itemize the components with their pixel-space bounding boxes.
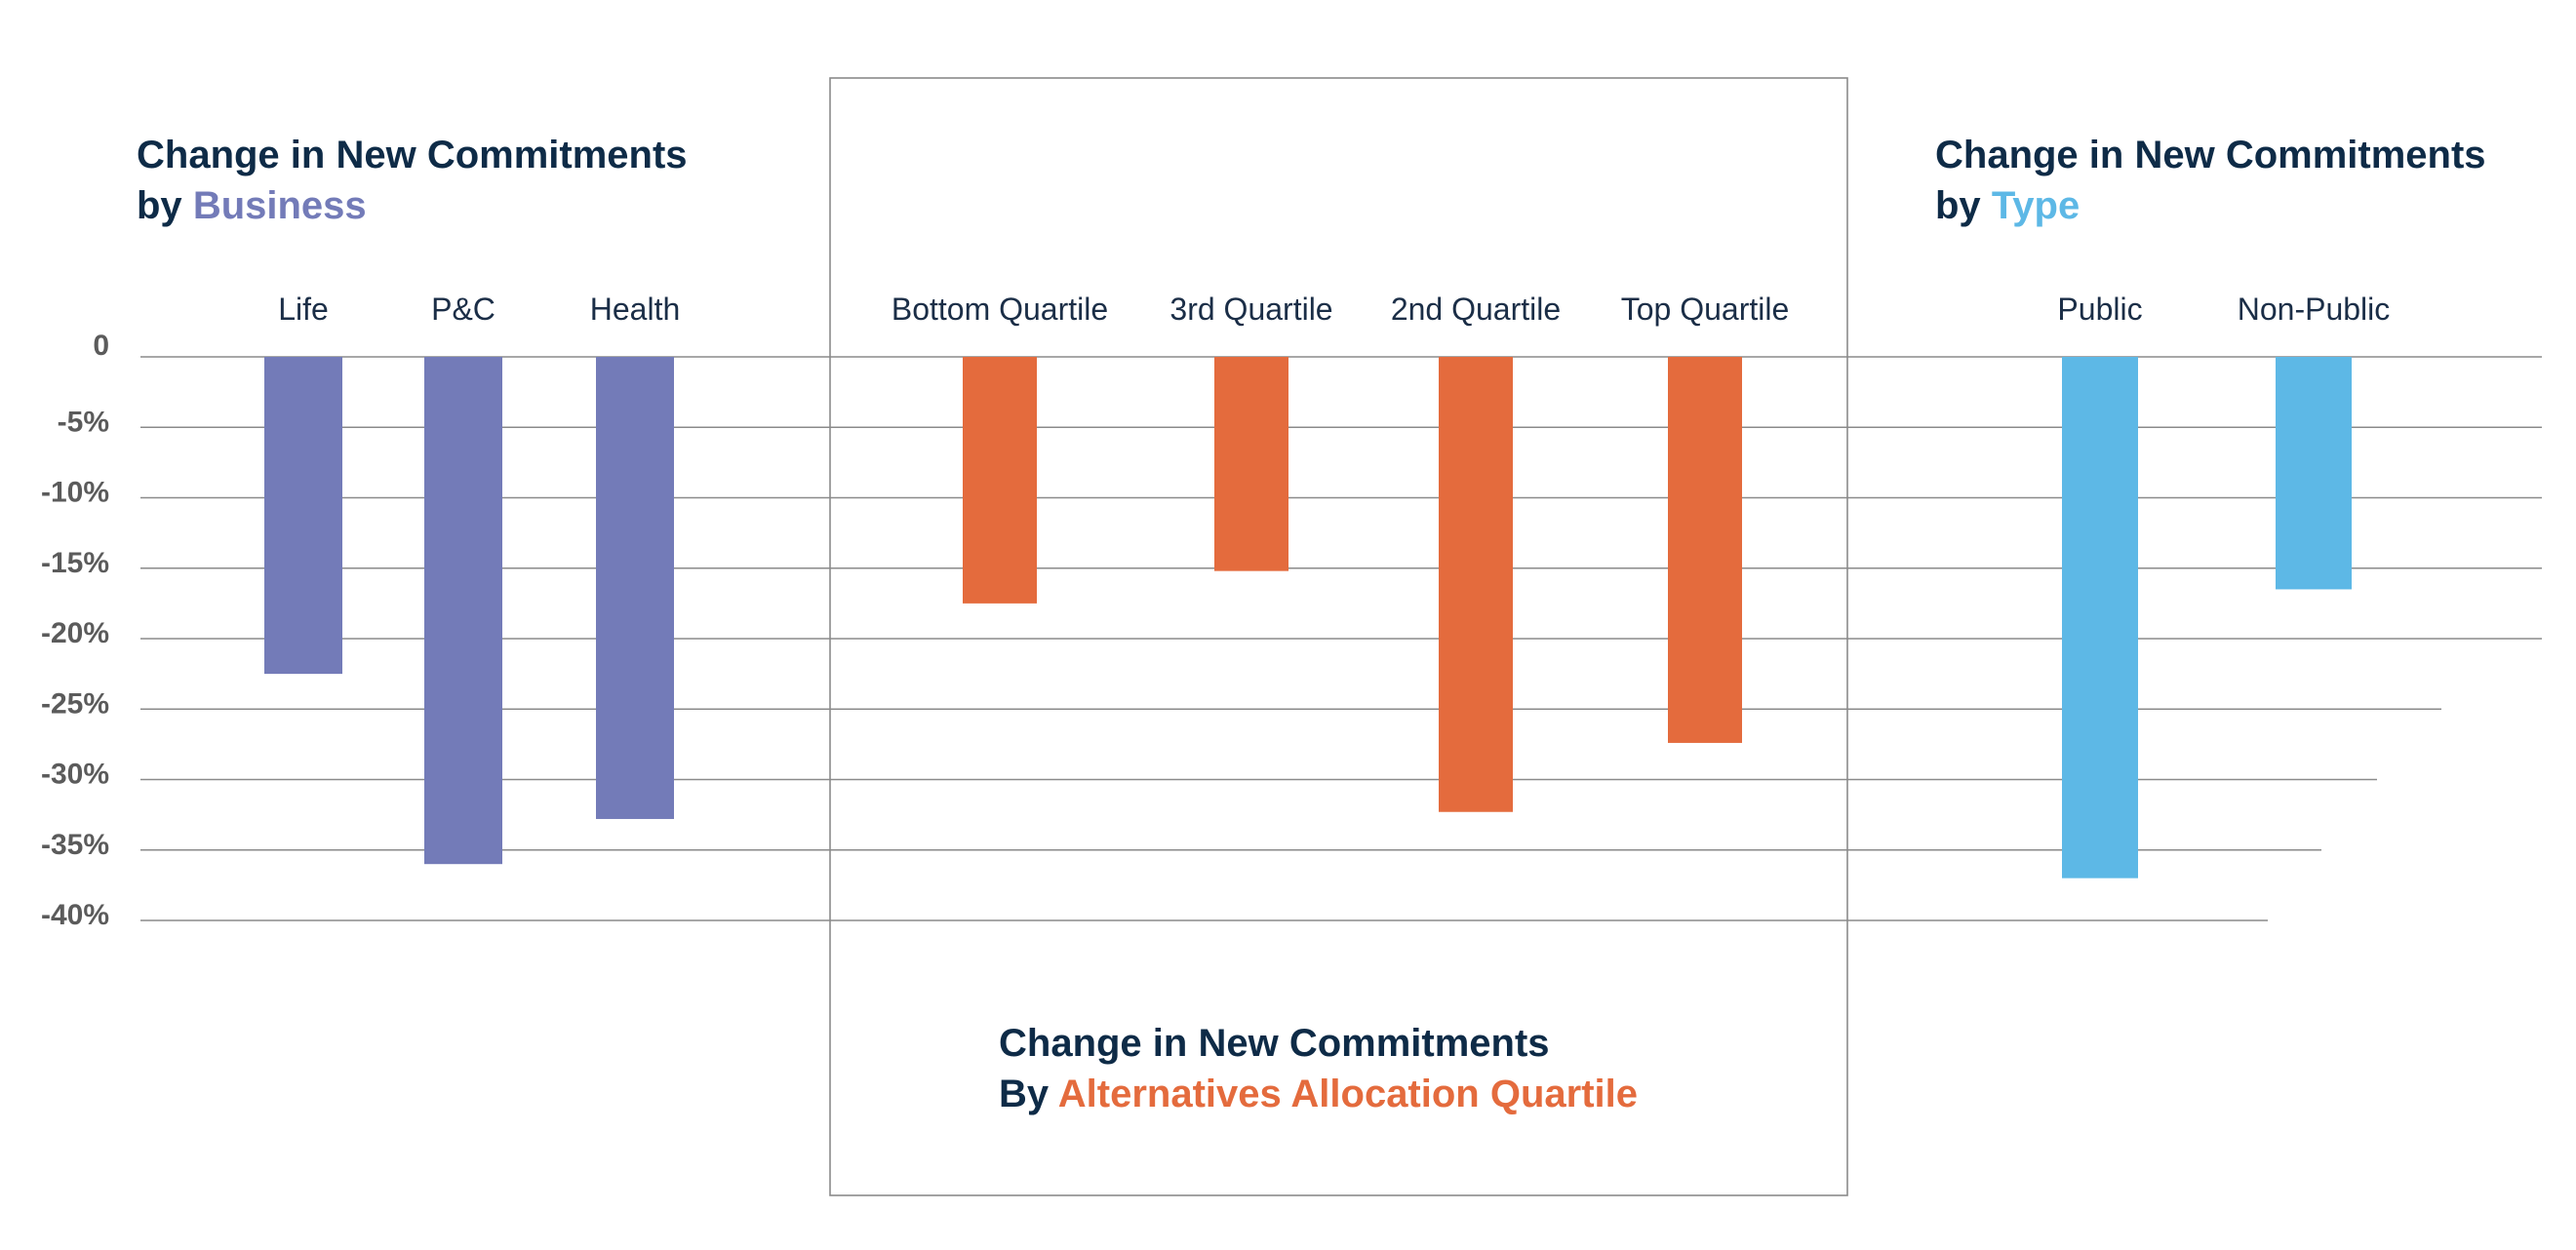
business-subtitle-highlight: Business: [193, 184, 367, 227]
quartile-panel-frame: [829, 77, 1848, 1196]
bar-non-public: [2276, 357, 2352, 590]
bar-p-c: [424, 357, 502, 865]
bar-life: [264, 357, 342, 675]
bar-public: [2062, 357, 2138, 879]
category-labels: Life P&C Health Bottom Quartile 3rd Quartile…: [278, 292, 2390, 327]
type-subtitle-prefix: by: [1935, 184, 1981, 227]
business-panel-title: Change in New Commitments: [137, 134, 688, 176]
y-tick-label: -35%: [41, 829, 109, 861]
bar-3rd-quartile: [1214, 357, 1288, 571]
bar-2nd-quartile: [1439, 357, 1513, 812]
bar-health: [596, 357, 674, 819]
category-label: 2nd Quartile: [1391, 292, 1561, 327]
category-label: Public: [2057, 292, 2142, 327]
quartile-panel-subtitle: By Alternatives Allocation Quartile: [999, 1073, 1638, 1115]
business-subtitle-prefix: by: [137, 184, 182, 227]
type-subtitle-highlight: Type: [1992, 184, 2080, 227]
quartile-subtitle-prefix: By: [999, 1073, 1050, 1115]
gridlines: [140, 356, 2542, 921]
category-label: Life: [278, 292, 329, 327]
bar-bottom-quartile: [963, 357, 1037, 604]
y-tick-label: 0: [93, 330, 109, 362]
y-tick-label: -15%: [41, 547, 109, 579]
category-label: 3rd Quartile: [1169, 292, 1332, 327]
type-panel-title: Change in New Commitments: [1935, 134, 2486, 176]
bars: [264, 357, 2352, 879]
business-panel-subtitle: by Business: [137, 184, 367, 227]
category-label: Bottom Quartile: [892, 292, 1108, 327]
y-tick-label: -5%: [58, 406, 109, 438]
y-tick-label: -30%: [41, 759, 109, 791]
category-label: Top Quartile: [1621, 292, 1790, 327]
bar-top-quartile: [1668, 357, 1742, 743]
quartile-subtitle-highlight: Alternatives Allocation Quartile: [1058, 1073, 1638, 1115]
type-panel-subtitle: by Type: [1935, 184, 2080, 227]
y-tick-label: -25%: [41, 687, 109, 720]
category-label: Health: [590, 292, 681, 327]
y-axis-ticks: 0 -5% -10% -15% -20% -25% -30% -35% -40%: [41, 330, 109, 931]
y-tick-label: -20%: [41, 617, 109, 649]
y-tick-label: -40%: [41, 899, 109, 931]
y-tick-label: -10%: [41, 477, 109, 509]
category-label: Non-Public: [2238, 292, 2391, 327]
quartile-panel-title: Change in New Commitments: [999, 1022, 1550, 1065]
category-label: P&C: [431, 292, 495, 327]
